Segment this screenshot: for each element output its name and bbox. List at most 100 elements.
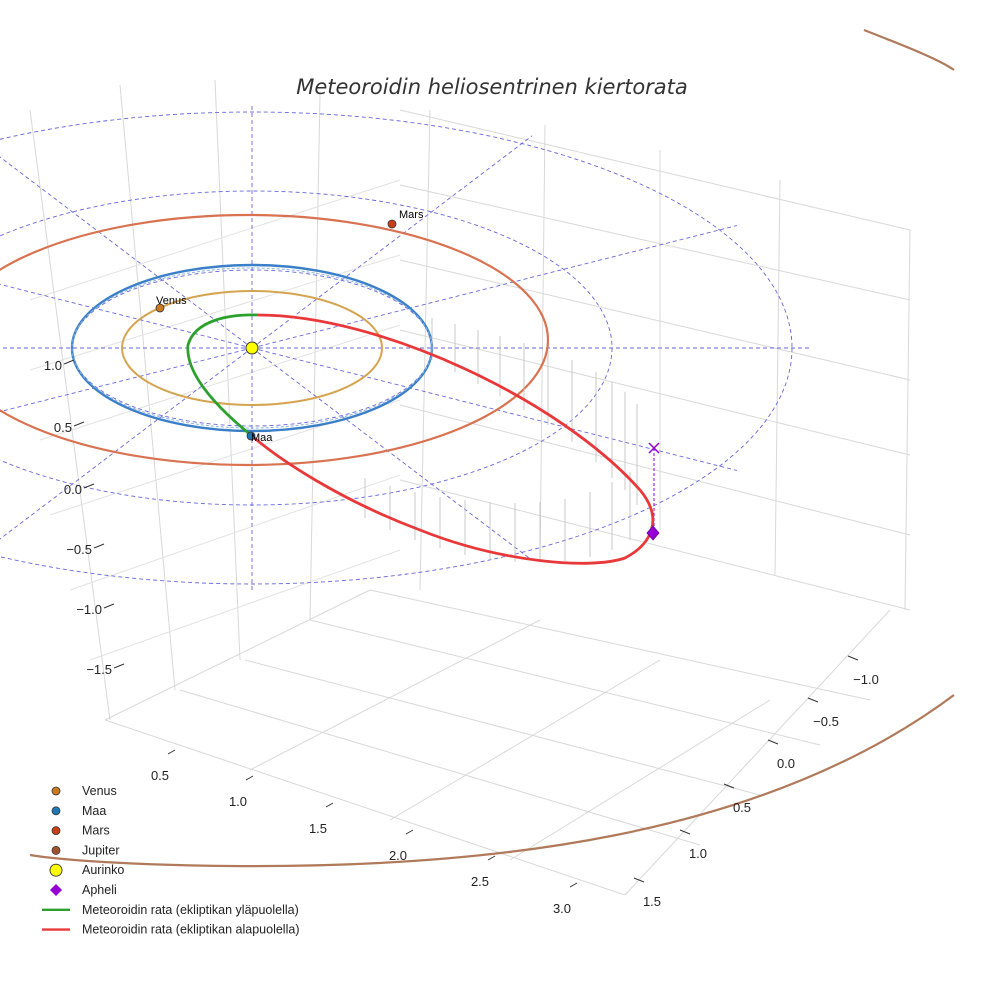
legend-label: Meteoroidin rata (ekliptikan yläpuolella…: [82, 903, 299, 917]
grid-line-vertical: [309, 94, 321, 621]
markers: Venus Maa Mars: [155, 209, 660, 541]
x-tick-mark: [245, 775, 254, 781]
legend-item: Jupiter: [51, 843, 120, 857]
legend-marker: [51, 826, 61, 835]
x-tick-mark: [325, 802, 334, 808]
z-tick-mark: [93, 543, 105, 549]
y-tick-mark: [807, 697, 819, 703]
grid-line-vertical: [214, 79, 241, 661]
legend-item: Apheli: [50, 883, 117, 897]
ecliptic-radial: [0, 347, 253, 540]
grid-line-left: [29, 254, 401, 371]
mars-label: Mars: [399, 209, 424, 221]
x-tick-mark: [569, 882, 578, 888]
legend-item: Meteoroidin rata (ekliptikan alapuolella…: [42, 923, 299, 937]
legend: Venus Maa Mars Jupiter Aurinko Apheli Meteoroi…: [42, 784, 299, 937]
y-tick-label: −0.5: [813, 714, 839, 729]
ecliptic-radial: [0, 156, 253, 349]
legend-item: Meteoroidin rata (ekliptikan yläpuolella…: [42, 903, 299, 917]
legend-label: Mars: [82, 824, 110, 838]
grid-line-floor: [369, 589, 871, 701]
y-tick-mark: [633, 877, 645, 883]
chart-title: Meteoroidin heliosentrinen kiertorata: [296, 75, 688, 99]
x-tick-label: 1.5: [309, 821, 327, 836]
z-tick-label: 1.0: [44, 358, 62, 373]
z-tick-label: −0.5: [66, 542, 92, 557]
legend-label: Aurinko: [82, 863, 124, 877]
grid-line-vertical: [29, 109, 111, 721]
aphelion-marker: [646, 525, 660, 541]
grid-line-back: [399, 329, 911, 456]
meteoroid-orbit-below: [251, 313, 655, 565]
x-tick-label: 1.0: [229, 794, 247, 809]
x-tick-label: 2.5: [471, 874, 489, 889]
y-tick-label: 0.5: [733, 800, 751, 815]
legend-marker: [51, 786, 61, 796]
maa-label: Maa: [251, 432, 273, 444]
grid-line-back: [399, 109, 911, 231]
legend-label: Apheli: [82, 883, 117, 897]
sun-marker: [245, 341, 259, 355]
legend-label: Jupiter: [82, 843, 120, 857]
grid-line-left: [69, 474, 401, 591]
grid-line-floor: [389, 659, 661, 821]
orbit-venus: [121, 290, 383, 406]
x-tick-mark: [405, 829, 414, 835]
orbit-jupiter-bottom: [29, 694, 955, 868]
legend-label: Venus: [82, 784, 117, 798]
y-tick-mark: [679, 829, 691, 835]
grid-line-left: [89, 549, 401, 661]
axis-ticks: 1.0 0.5 0.0 −0.5 −1.0 −1.5 0.5 1.0 1.5 2.0 2.5 3.0 −…: [44, 358, 879, 916]
z-tick-mark: [103, 603, 115, 609]
orbit-jupiter-top: [863, 28, 955, 71]
meteoroid-orbit-above: [186, 313, 259, 438]
legend-marker: [51, 846, 61, 855]
aphelion-projection-marker: [648, 442, 660, 454]
grid-line-back: [399, 259, 911, 381]
legend-marker: [51, 806, 61, 816]
maa-marker: [246, 431, 256, 441]
y-tick-label: −1.0: [853, 672, 879, 687]
ecliptic-radial: [0, 347, 253, 413]
mars-marker: [387, 219, 397, 229]
x-tick-label: 2.0: [389, 848, 407, 863]
y-tick-mark: [723, 783, 735, 789]
z-tick-label: −1.0: [76, 602, 102, 617]
ecliptic-radial: [251, 347, 738, 471]
y-tick-mark: [847, 655, 859, 661]
y-tick-label: 0.0: [777, 756, 795, 771]
ecliptic-radial: [251, 135, 533, 349]
legend-marker: [49, 863, 63, 877]
grid-line-vertical: [119, 84, 176, 691]
grid-line-floor: [309, 619, 821, 746]
ecliptic-radial: [251, 347, 533, 561]
grid-line-floor: [249, 619, 541, 771]
legend-item: Maa: [51, 804, 106, 818]
z-tick-mark: [83, 483, 95, 489]
planet-orbits: [0, 28, 955, 868]
z-tick-mark: [73, 421, 85, 427]
legend-label: Meteoroidin rata (ekliptikan alapuolella…: [82, 923, 299, 937]
ecliptic-radial: [0, 283, 253, 349]
x-tick-mark: [487, 855, 496, 861]
y-tick-label: 1.5: [643, 894, 661, 909]
y-tick-mark: [767, 739, 779, 745]
z-tick-label: 0.0: [64, 482, 82, 497]
legend-label: Maa: [82, 804, 106, 818]
grid-line-left: [39, 324, 401, 441]
ecliptic-radial: [251, 225, 738, 349]
grid-line-floor: [244, 659, 761, 796]
x-tick-mark: [167, 749, 176, 755]
x-tick-label: 3.0: [553, 901, 571, 916]
grid-line-back: [399, 479, 911, 611]
grid-line-vertical: [774, 179, 781, 576]
grid-line-left: [29, 179, 401, 301]
z-tick-label: −1.5: [86, 662, 112, 677]
grid-line-back: [399, 404, 911, 536]
grid-line-floor: [509, 699, 771, 861]
meteoroid-orbit: [186, 313, 655, 565]
venus-label: Venus: [156, 295, 187, 307]
z-tick-label: 0.5: [54, 420, 72, 435]
legend-marker: [50, 884, 62, 896]
grid-line-floor: [104, 719, 626, 896]
